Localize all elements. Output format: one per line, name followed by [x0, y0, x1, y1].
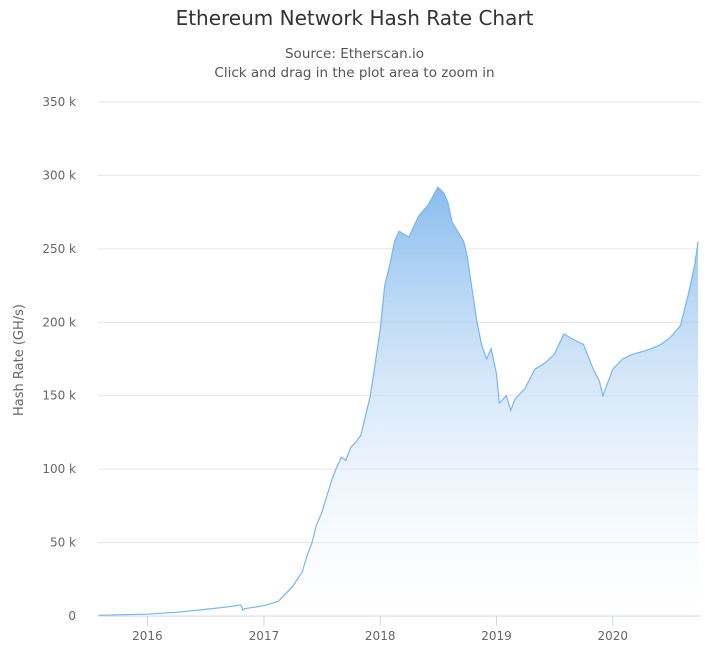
y-axis-label: Hash Rate (GH/s) [12, 304, 27, 416]
y-axis-ticks: 0 50 k 100 k 150 k 200 k 250 k 300 k 350 k [42, 95, 76, 623]
y-tick-label: 50 k [50, 536, 76, 550]
chart-subtitle: Source: Etherscan.io [284, 46, 425, 62]
chart-title: Ethereum Network Hash Rate Chart [175, 6, 534, 30]
y-tick-label: 350 k [42, 95, 76, 109]
y-tick-label: 300 k [42, 168, 76, 182]
x-tick-label: 2019 [481, 629, 512, 643]
x-tick-label: 2020 [597, 629, 628, 643]
y-tick-label: 200 k [42, 315, 76, 329]
y-tick-label: 0 [68, 609, 76, 623]
x-axis-ticks: 2016 2017 2018 2019 2020 [132, 616, 628, 643]
series-area[interactable] [98, 187, 699, 616]
series-line[interactable] [98, 186, 699, 616]
x-tick-label: 2018 [365, 629, 396, 643]
y-tick-label: 100 k [42, 462, 76, 476]
chart-subtitle-block: Source: Etherscan.io Click and drag in t… [0, 45, 709, 83]
x-tick-label: 2016 [132, 629, 163, 643]
y-tick-label: 150 k [42, 389, 76, 403]
zoom-hint: Click and drag in the plot area to zoom … [214, 65, 495, 81]
x-tick-label: 2017 [249, 629, 280, 643]
y-tick-label: 250 k [42, 242, 76, 256]
